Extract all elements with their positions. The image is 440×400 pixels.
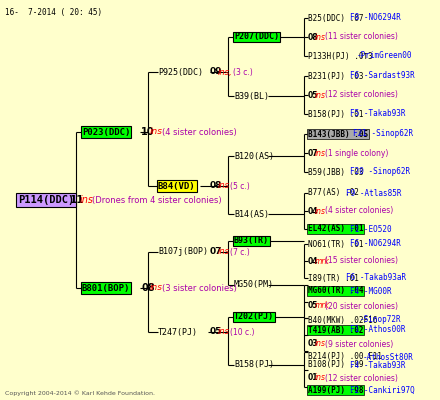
Text: P133H(PJ) .0Τ3: P133H(PJ) .0Τ3 <box>308 52 373 60</box>
Text: F8 -NO6294R: F8 -NO6294R <box>350 14 400 22</box>
Text: (7 c.): (7 c.) <box>230 248 249 256</box>
Text: ins: ins <box>218 328 230 336</box>
Text: I89(TR) .01: I89(TR) .01 <box>308 274 359 282</box>
Text: F6 -Takab93aR: F6 -Takab93aR <box>346 274 407 282</box>
Text: (4 sister colonies): (4 sister colonies) <box>325 206 393 216</box>
Text: B158(PJ): B158(PJ) <box>234 360 274 370</box>
Text: B39(BL): B39(BL) <box>234 92 269 100</box>
Text: (12 sister colonies): (12 sister colonies) <box>325 374 398 382</box>
Text: 10: 10 <box>141 127 154 137</box>
Text: NO61(TR) .01: NO61(TR) .01 <box>308 240 363 248</box>
Text: -PrimGreen00: -PrimGreen00 <box>356 52 412 60</box>
Text: (20 sister colonies): (20 sister colonies) <box>325 302 398 310</box>
Text: B107j(BOP): B107j(BOP) <box>158 248 208 256</box>
Text: ins: ins <box>315 32 326 42</box>
Text: 08: 08 <box>210 182 222 190</box>
Text: (5 c.): (5 c.) <box>230 182 249 190</box>
Text: T202(PJ): T202(PJ) <box>234 312 274 322</box>
Text: F6 -NO6294R: F6 -NO6294R <box>350 240 400 248</box>
Text: ins: ins <box>315 90 326 100</box>
Text: 08: 08 <box>141 283 154 293</box>
Text: B77(AS) .02: B77(AS) .02 <box>308 188 359 198</box>
Text: MG50(PM): MG50(PM) <box>234 280 274 290</box>
Text: mrk: mrk <box>315 256 330 266</box>
Text: ins: ins <box>315 148 326 158</box>
Text: 05: 05 <box>308 302 319 310</box>
Text: F4 -Takab93R: F4 -Takab93R <box>350 360 405 370</box>
Text: F20 -Sinop62R: F20 -Sinop62R <box>350 168 410 176</box>
Text: B40(MKW) .02F16: B40(MKW) .02F16 <box>308 316 378 324</box>
Text: (10 c.): (10 c.) <box>230 328 254 336</box>
Text: 08: 08 <box>308 32 319 42</box>
Text: ins: ins <box>218 248 230 256</box>
Text: ins: ins <box>315 340 326 348</box>
Text: 01: 01 <box>308 374 319 382</box>
Text: P114(DDC): P114(DDC) <box>18 195 74 205</box>
Text: 07: 07 <box>210 248 223 256</box>
Text: B158(PJ) .01: B158(PJ) .01 <box>308 110 363 118</box>
Text: (15 sister colonies): (15 sister colonies) <box>325 256 398 266</box>
Text: -Sinop72R: -Sinop72R <box>359 316 401 324</box>
Text: ins,: ins, <box>218 68 233 76</box>
Text: F21 -Sinop62R: F21 -Sinop62R <box>353 130 413 138</box>
Text: MG60(TR) .04: MG60(TR) .04 <box>308 286 363 296</box>
Text: ins: ins <box>218 182 230 190</box>
Text: (3 c.): (3 c.) <box>233 68 253 76</box>
Text: (9 sister colonies): (9 sister colonies) <box>325 340 393 348</box>
Text: F1 -EO520: F1 -EO520 <box>350 224 391 234</box>
Text: P023(DDC): P023(DDC) <box>82 128 130 136</box>
Text: Copyright 2004-2014 © Karl Kehde Foundation.: Copyright 2004-2014 © Karl Kehde Foundat… <box>5 390 155 396</box>
Text: EL42(AS) .01: EL42(AS) .01 <box>308 224 363 234</box>
Text: B108(PJ) .99: B108(PJ) .99 <box>308 360 363 370</box>
Text: B59(JBB) .03: B59(JBB) .03 <box>308 168 363 176</box>
Text: 09: 09 <box>210 68 223 76</box>
Text: (12 sister colonies): (12 sister colonies) <box>325 90 398 100</box>
Text: B84(VD): B84(VD) <box>158 182 196 190</box>
Text: 04: 04 <box>308 206 319 216</box>
Text: B14(AS): B14(AS) <box>234 210 269 218</box>
Text: P925(DDC): P925(DDC) <box>158 68 203 76</box>
Text: (4 sister colonies): (4 sister colonies) <box>162 128 237 136</box>
Text: F2 -Cankiri97Q: F2 -Cankiri97Q <box>350 386 414 394</box>
Text: ins: ins <box>315 206 326 216</box>
Text: 07: 07 <box>308 148 319 158</box>
Text: F5 -Takab93R: F5 -Takab93R <box>350 110 405 118</box>
Text: 03: 03 <box>308 340 319 348</box>
Text: B93(TR): B93(TR) <box>234 236 269 246</box>
Text: 04: 04 <box>308 256 319 266</box>
Text: T419(AB) .02: T419(AB) .02 <box>308 326 363 334</box>
Text: -AthosSt80R: -AthosSt80R <box>363 352 414 362</box>
Text: P207(DDC): P207(DDC) <box>234 32 279 42</box>
Text: mrk: mrk <box>315 302 330 310</box>
Text: B801(BOP): B801(BOP) <box>82 284 130 292</box>
Text: 16-  7-2014 ( 20: 45): 16- 7-2014 ( 20: 45) <box>5 8 102 17</box>
Text: ins: ins <box>150 284 163 292</box>
Text: (1 single colony): (1 single colony) <box>325 148 389 158</box>
Text: ins: ins <box>315 374 326 382</box>
Text: F9 -Atlas85R: F9 -Atlas85R <box>346 188 402 198</box>
Text: 05: 05 <box>210 328 222 336</box>
Text: ins: ins <box>150 128 163 136</box>
Text: F4 -MG00R: F4 -MG00R <box>350 286 391 296</box>
Text: 11: 11 <box>70 195 84 205</box>
Text: (3 sister colonies): (3 sister colonies) <box>162 284 237 292</box>
Text: F1 -Athos00R: F1 -Athos00R <box>350 326 405 334</box>
Text: 05: 05 <box>308 90 319 100</box>
Text: B214(PJ) .00 F11: B214(PJ) .00 F11 <box>308 352 382 362</box>
Text: B231(PJ) .03: B231(PJ) .03 <box>308 72 363 80</box>
Text: T247(PJ): T247(PJ) <box>158 328 198 336</box>
Text: B143(JBB) .05: B143(JBB) .05 <box>308 130 368 138</box>
Text: ins: ins <box>79 195 93 205</box>
Text: (Drones from 4 sister colonies): (Drones from 4 sister colonies) <box>92 196 222 204</box>
Text: F6 -Sardast93R: F6 -Sardast93R <box>350 72 414 80</box>
Text: B25(DDC) .07: B25(DDC) .07 <box>308 14 363 22</box>
Text: A199(PJ) .98: A199(PJ) .98 <box>308 386 363 394</box>
Text: (11 sister colonies): (11 sister colonies) <box>325 32 398 42</box>
Text: B120(AS): B120(AS) <box>234 152 274 160</box>
